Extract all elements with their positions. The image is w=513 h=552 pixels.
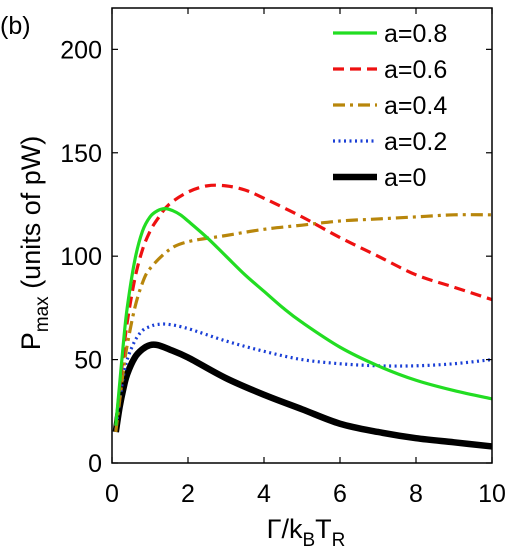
series-line-a=0.2 (114, 322, 493, 431)
y-tick-label: 150 (60, 140, 102, 168)
x-axis-label-sub1: B (302, 530, 315, 551)
series-line-a=0.8 (114, 207, 493, 426)
legend-label: a=0.8 (384, 20, 447, 48)
series-layer (112, 183, 493, 450)
x-tick-label: 10 (478, 480, 506, 508)
legend-label: a=0.4 (384, 92, 447, 120)
y-tick-label: 50 (74, 347, 102, 375)
x-tick-label: 4 (257, 480, 271, 508)
legend-label: a=0 (384, 164, 426, 192)
x-tick-label: 0 (105, 480, 119, 508)
y-axis-label: Pmax (units of pW) (16, 136, 53, 350)
y-axis-label-rest: (units of pW) (16, 136, 46, 297)
x-axis-label-main: Γ/k (267, 514, 303, 544)
x-tick-label: 8 (409, 480, 423, 508)
x-axis-label-sub2: R (332, 530, 346, 551)
y-tick-label: 200 (60, 36, 102, 64)
legend-label: a=0.6 (384, 56, 447, 84)
x-tick-label: 6 (333, 480, 347, 508)
series-line-a=0 (112, 341, 493, 450)
x-tick-label: 2 (181, 480, 195, 508)
legend-label: a=0.2 (384, 128, 447, 156)
x-axis-label: Γ/kBTR (267, 514, 346, 551)
series-line-a=0.4 (114, 213, 493, 433)
panel-label: (b) (0, 12, 31, 40)
series-line-a=0.6 (114, 183, 493, 426)
y-tick-label: 0 (88, 450, 102, 478)
legend: a=0.8 a=0.6 a=0.4 a=0.2 a=0 (333, 20, 447, 192)
y-axis-label-sub: max (32, 296, 53, 332)
x-axis-label-mid: T (315, 514, 332, 544)
y-tick-label: 100 (60, 243, 102, 271)
plot-frame (111, 7, 493, 464)
y-axis-label-main: P (16, 332, 46, 350)
